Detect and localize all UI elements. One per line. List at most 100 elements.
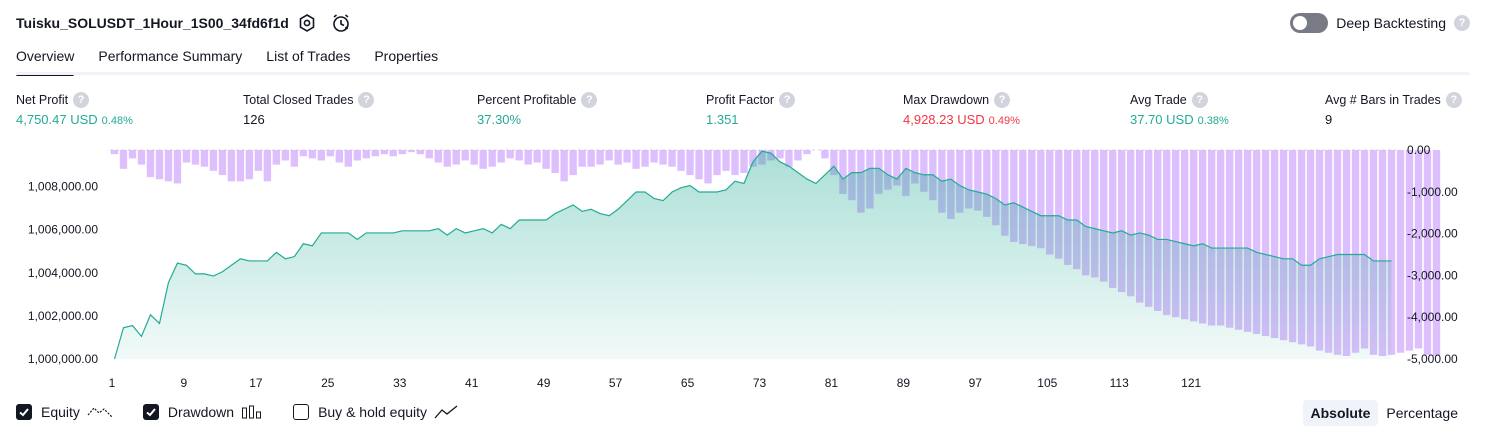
drawdown-bar	[146, 150, 155, 178]
drawdown-bar	[1279, 150, 1288, 341]
drawdown-bar	[1225, 150, 1234, 328]
info-icon[interactable]: ?	[1445, 92, 1462, 108]
drawdown-bar	[911, 150, 919, 184]
drawdown-bar	[452, 150, 460, 165]
drawdown-bar	[839, 150, 847, 194]
drawdown-bar	[380, 150, 388, 155]
deep-backtesting-switch[interactable]	[1290, 13, 1329, 33]
info-icon[interactable]: ?	[1191, 92, 1208, 108]
x-axis-tick: 9	[181, 376, 188, 390]
x-axis-tick: 89	[897, 376, 911, 390]
tab-list-of-trades[interactable]: List of Trades	[266, 48, 351, 64]
left-axis-tick: 1,006,000.00	[28, 223, 98, 237]
drawdown-bar	[776, 150, 784, 159]
drawdown-bar	[1037, 150, 1045, 249]
drawdown-bar	[1189, 150, 1198, 322]
drawdown-bar	[317, 150, 326, 161]
drawdown-bar	[794, 150, 802, 161]
drawdown-bar	[614, 150, 622, 165]
equity-checkbox[interactable]	[16, 404, 32, 420]
metric-label: Total Closed Trades	[243, 93, 354, 107]
drawdown-bar	[1333, 150, 1342, 355]
drawdown-bar	[1414, 150, 1423, 349]
drawdown-bar	[470, 150, 478, 165]
help-icon[interactable]: ?	[1454, 15, 1470, 31]
metric-value: 37.70 USD	[1130, 112, 1194, 127]
drawdown-bar	[128, 150, 137, 159]
drawdown-bar	[659, 150, 667, 165]
info-icon[interactable]: ?	[994, 92, 1011, 108]
info-icon[interactable]: ?	[779, 92, 796, 108]
drawdown-bar	[1180, 150, 1189, 320]
drawdown-bar	[560, 150, 568, 182]
absolute-button[interactable]: Absolute	[1302, 400, 1379, 426]
drawdown-bar	[353, 150, 361, 161]
left-axis-tick: 1,000,000.00	[28, 352, 98, 366]
drawdown-bar	[722, 150, 730, 171]
percentage-button[interactable]: Percentage	[1386, 405, 1458, 421]
info-icon[interactable]: ?	[581, 92, 598, 108]
metric-percent: 0.48%	[101, 115, 133, 127]
drawdown-bar	[956, 150, 964, 213]
metric-total-closed-trades: Total Closed Trades? 126	[243, 92, 375, 127]
info-icon[interactable]: ?	[358, 92, 375, 108]
drawdown-bar	[137, 150, 146, 165]
buy-hold-line-icon	[434, 405, 458, 419]
right-axis-tick: -1,000.00	[1407, 185, 1458, 199]
drawdown-bar	[1019, 150, 1027, 245]
drawdown-bar	[1162, 150, 1171, 316]
alert-clock-icon[interactable]	[330, 12, 352, 34]
right-axis-tick: -2,000.00	[1407, 227, 1458, 241]
drawdown-bar	[1127, 150, 1135, 297]
drawdown-bar	[191, 150, 200, 165]
drawdown-bar	[650, 150, 658, 163]
drawdown-bar	[119, 150, 128, 169]
settings-icon[interactable]	[296, 12, 318, 34]
legend-drawdown[interactable]: Drawdown	[142, 404, 263, 420]
drawdown-bar	[398, 150, 406, 155]
drawdown-bar	[1153, 150, 1162, 311]
drawdown-bar	[254, 150, 263, 171]
drawdown-bar	[704, 150, 712, 184]
drawdown-bar	[407, 150, 415, 153]
legend-label: Drawdown	[167, 404, 235, 420]
drawdown-bar	[326, 150, 335, 157]
drawdown-bar	[218, 150, 227, 176]
drawdown-bar	[209, 150, 218, 171]
drawdown-bar	[488, 150, 496, 167]
metric-value: 9	[1325, 112, 1333, 127]
drawdown-bar	[1405, 150, 1414, 351]
metric-label: Avg # Bars in Trades	[1325, 93, 1441, 107]
metric-max-drawdown: Max Drawdown? 4,928.23 USD 0.49%	[903, 92, 1020, 127]
drawdown-checkbox[interactable]	[142, 404, 159, 420]
legend-label: Equity	[41, 404, 80, 420]
tab-overview[interactable]: Overview	[16, 48, 75, 76]
right-axis-tick: -4,000.00	[1407, 310, 1458, 324]
legend-equity[interactable]: Equity	[16, 404, 113, 420]
metric-label: Max Drawdown	[903, 93, 990, 107]
drawdown-bar	[524, 150, 532, 165]
drawdown-bar	[434, 150, 442, 163]
tab-properties[interactable]: Properties	[374, 48, 439, 64]
drawdown-bar	[677, 150, 685, 171]
drawdown-bar	[533, 150, 541, 163]
drawdown-bar	[1118, 150, 1126, 293]
drawdown-bar	[479, 150, 487, 169]
legend-buy-hold[interactable]: Buy & hold equity	[293, 404, 458, 420]
metric-label: Percent Profitable	[477, 93, 577, 107]
buy-hold-checkbox[interactable]	[293, 404, 310, 420]
x-axis-tick: 73	[753, 376, 767, 390]
tab-performance-summary[interactable]: Performance Summary	[98, 48, 243, 64]
metrics-row: Net Profit? 4,750.47 USD 0.48% Total Clos…	[16, 92, 1470, 132]
drawdown-bar	[596, 150, 604, 165]
drawdown-bar	[1324, 150, 1333, 353]
drawdown-bar	[461, 150, 469, 161]
drawdown-bar	[587, 150, 595, 167]
drawdown-bar	[1306, 150, 1315, 347]
drawdown-bar	[749, 150, 757, 167]
equity-drawdown-chart[interactable]: 1,000,000.00 1,002,000.00 1,004,000.00 1,00…	[0, 140, 1486, 398]
info-icon[interactable]: ?	[73, 92, 90, 108]
drawdown-bar	[1207, 150, 1216, 326]
drawdown-bar	[227, 150, 236, 182]
equity-line-icon	[87, 407, 113, 418]
